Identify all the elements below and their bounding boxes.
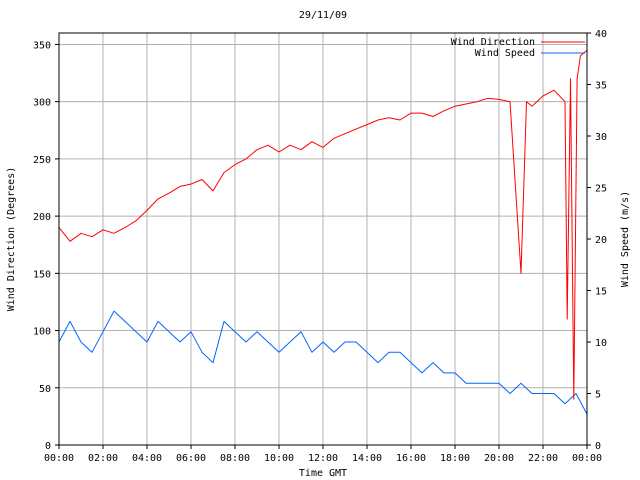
right-y-tick-label: 40: [595, 29, 607, 40]
x-tick-label: 18:00: [440, 453, 470, 464]
left-axis-label: Wind Direction (Degrees): [6, 167, 17, 312]
x-tick-label: 04:00: [132, 453, 162, 464]
left-y-tick-label: 150: [33, 269, 51, 280]
right-y-tick-label: 15: [595, 287, 607, 298]
left-y-tick-label: 250: [33, 155, 51, 166]
right-axis-label: Wind Speed (m/s): [620, 191, 631, 287]
x-tick-label: 12:00: [308, 453, 338, 464]
chart-title: 29/11/09: [299, 10, 347, 21]
series-line-wind-speed: [58, 310, 588, 415]
left-y-tick-label: 100: [33, 327, 51, 338]
legend: Wind Direction Wind Speed: [451, 37, 585, 59]
series-line-wind-direction: [58, 49, 588, 400]
legend-label-wind-speed: Wind Speed: [475, 48, 535, 59]
x-tick-label: 20:00: [484, 453, 514, 464]
series-layer: [58, 49, 588, 415]
right-y-tick-label: 0: [595, 441, 601, 452]
right-y-tick-label: 30: [595, 132, 607, 143]
left-y-tick-label: 350: [33, 40, 51, 51]
x-tick-label: 10:00: [264, 453, 294, 464]
x-tick-label: 00:00: [44, 453, 74, 464]
right-y-tick-label: 25: [595, 184, 607, 195]
x-tick-label: 08:00: [220, 453, 250, 464]
right-y-tick-label: 35: [595, 81, 607, 92]
x-tick-label: 16:00: [396, 453, 426, 464]
x-tick-label: 06:00: [176, 453, 206, 464]
left-y-tick-label: 200: [33, 212, 51, 223]
left-y-tick-label: 50: [39, 384, 51, 395]
x-tick-label: 22:00: [528, 453, 558, 464]
x-tick-label: 14:00: [352, 453, 382, 464]
left-y-tick-label: 300: [33, 98, 51, 109]
left-y-tick-label: 0: [45, 441, 51, 452]
x-axis-label: Time GMT: [299, 468, 347, 479]
tick-labels: 00:00 02:00 04:00 06:00 08:00 10:00 12:00 14:00…: [33, 29, 607, 464]
legend-label-wind-direction: Wind Direction: [451, 37, 535, 48]
grid: [59, 33, 587, 445]
tick-marks: [55, 32, 591, 449]
right-y-tick-label: 10: [595, 338, 607, 349]
x-tick-label: 00:00: [572, 453, 602, 464]
x-tick-label: 02:00: [88, 453, 118, 464]
right-y-tick-label: 5: [595, 390, 601, 401]
right-y-tick-label: 20: [595, 235, 607, 246]
